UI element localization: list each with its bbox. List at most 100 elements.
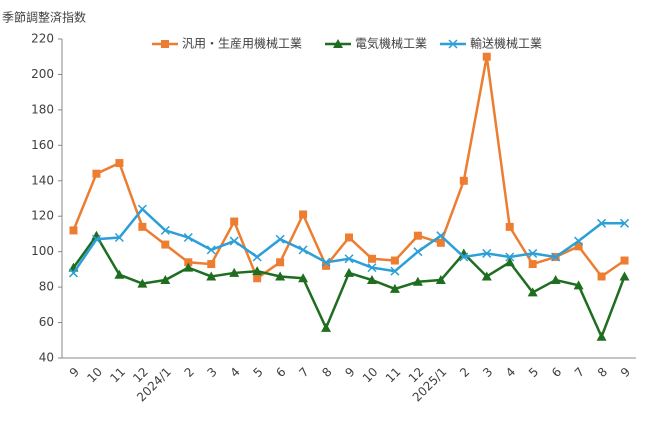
legend-marker — [448, 39, 458, 49]
y-tick-label: 60 — [39, 315, 54, 329]
marker — [551, 252, 561, 262]
marker — [138, 222, 147, 231]
x-tick-label: 4 — [227, 365, 242, 380]
x-tick-label: 8 — [595, 365, 610, 380]
marker — [367, 263, 377, 273]
marker — [230, 217, 239, 226]
y-axis-label: 季節調整済指数 — [2, 10, 86, 25]
marker — [68, 268, 79, 278]
marker — [229, 236, 239, 246]
series-line — [72, 56, 626, 281]
x-tick-label: 11 — [107, 365, 128, 386]
marker — [367, 254, 376, 263]
marker — [298, 245, 308, 255]
marker — [161, 240, 170, 249]
y-tick-label: 220 — [31, 32, 54, 46]
marker — [574, 242, 583, 251]
x-tick-label: 6 — [549, 365, 564, 380]
marker — [299, 210, 308, 219]
marker — [321, 322, 332, 332]
x-tick-label: 5 — [250, 365, 265, 380]
marker — [413, 247, 423, 257]
marker — [505, 252, 515, 262]
marker — [482, 248, 492, 258]
marker — [528, 260, 537, 269]
marker — [390, 266, 400, 276]
legend-label: 輸送機械工業 — [470, 36, 542, 51]
marker — [184, 258, 193, 267]
marker — [459, 252, 469, 262]
x-tick-label: 10 — [84, 365, 105, 386]
x-tick-label: 7 — [572, 365, 587, 380]
x-tick-label: 9 — [618, 365, 633, 380]
x-tick-label: 4 — [503, 365, 518, 380]
marker — [115, 159, 124, 168]
marker — [160, 275, 171, 285]
marker — [389, 283, 400, 293]
y-tick-label: 160 — [31, 138, 54, 152]
marker — [345, 233, 353, 242]
y-tick-label: 40 — [39, 351, 54, 365]
x-tick-label: 11 — [383, 365, 404, 386]
marker — [413, 231, 422, 240]
marker — [276, 258, 285, 267]
marker — [550, 275, 561, 285]
marker — [252, 266, 263, 276]
marker — [253, 274, 262, 283]
x-tick-label: 9 — [67, 365, 82, 380]
marker — [114, 232, 124, 243]
marker — [597, 272, 606, 281]
marker — [436, 238, 445, 247]
marker — [321, 257, 331, 267]
x-tick-label: 7 — [296, 365, 311, 380]
legend-label: 汎用・生産用機械工業 — [182, 36, 302, 51]
marker — [69, 226, 78, 235]
marker — [229, 267, 240, 277]
marker — [597, 218, 607, 228]
marker — [206, 245, 216, 255]
marker — [366, 275, 377, 285]
marker — [252, 252, 262, 262]
marker — [137, 278, 148, 288]
marker — [91, 234, 101, 244]
marker — [322, 261, 331, 270]
legend-label: 電気機械工業 — [355, 36, 427, 51]
marker — [275, 271, 286, 281]
marker — [298, 273, 309, 283]
marker — [275, 234, 285, 244]
y-tick-label: 140 — [31, 173, 54, 187]
marker — [92, 169, 101, 178]
marker — [344, 267, 354, 277]
marker — [160, 225, 170, 235]
x-tick-label: 2 — [457, 365, 472, 380]
x-tick-label: 8 — [319, 365, 334, 380]
marker — [206, 271, 217, 281]
marker — [573, 280, 584, 290]
marker — [505, 222, 514, 231]
x-tick-label: 6 — [273, 365, 288, 380]
marker — [137, 204, 147, 214]
marker — [482, 52, 491, 61]
x-tick-label: 3 — [480, 365, 495, 380]
marker — [620, 256, 629, 265]
legend-marker — [333, 39, 343, 48]
marker — [619, 271, 630, 281]
y-tick-label: 100 — [31, 244, 54, 258]
y-tick-label: 200 — [31, 67, 54, 81]
marker — [207, 260, 216, 269]
marker — [619, 218, 630, 228]
x-tick-label: 10 — [360, 365, 381, 386]
marker — [390, 256, 399, 265]
marker — [344, 254, 354, 264]
marker — [528, 248, 538, 258]
y-tick-label: 180 — [31, 102, 54, 116]
marker — [436, 231, 446, 241]
marker — [527, 287, 538, 297]
marker — [481, 271, 492, 281]
marker — [183, 262, 194, 272]
x-tick-label: 3 — [205, 365, 220, 380]
marker — [504, 257, 515, 267]
marker — [459, 176, 468, 185]
marker — [596, 331, 607, 341]
